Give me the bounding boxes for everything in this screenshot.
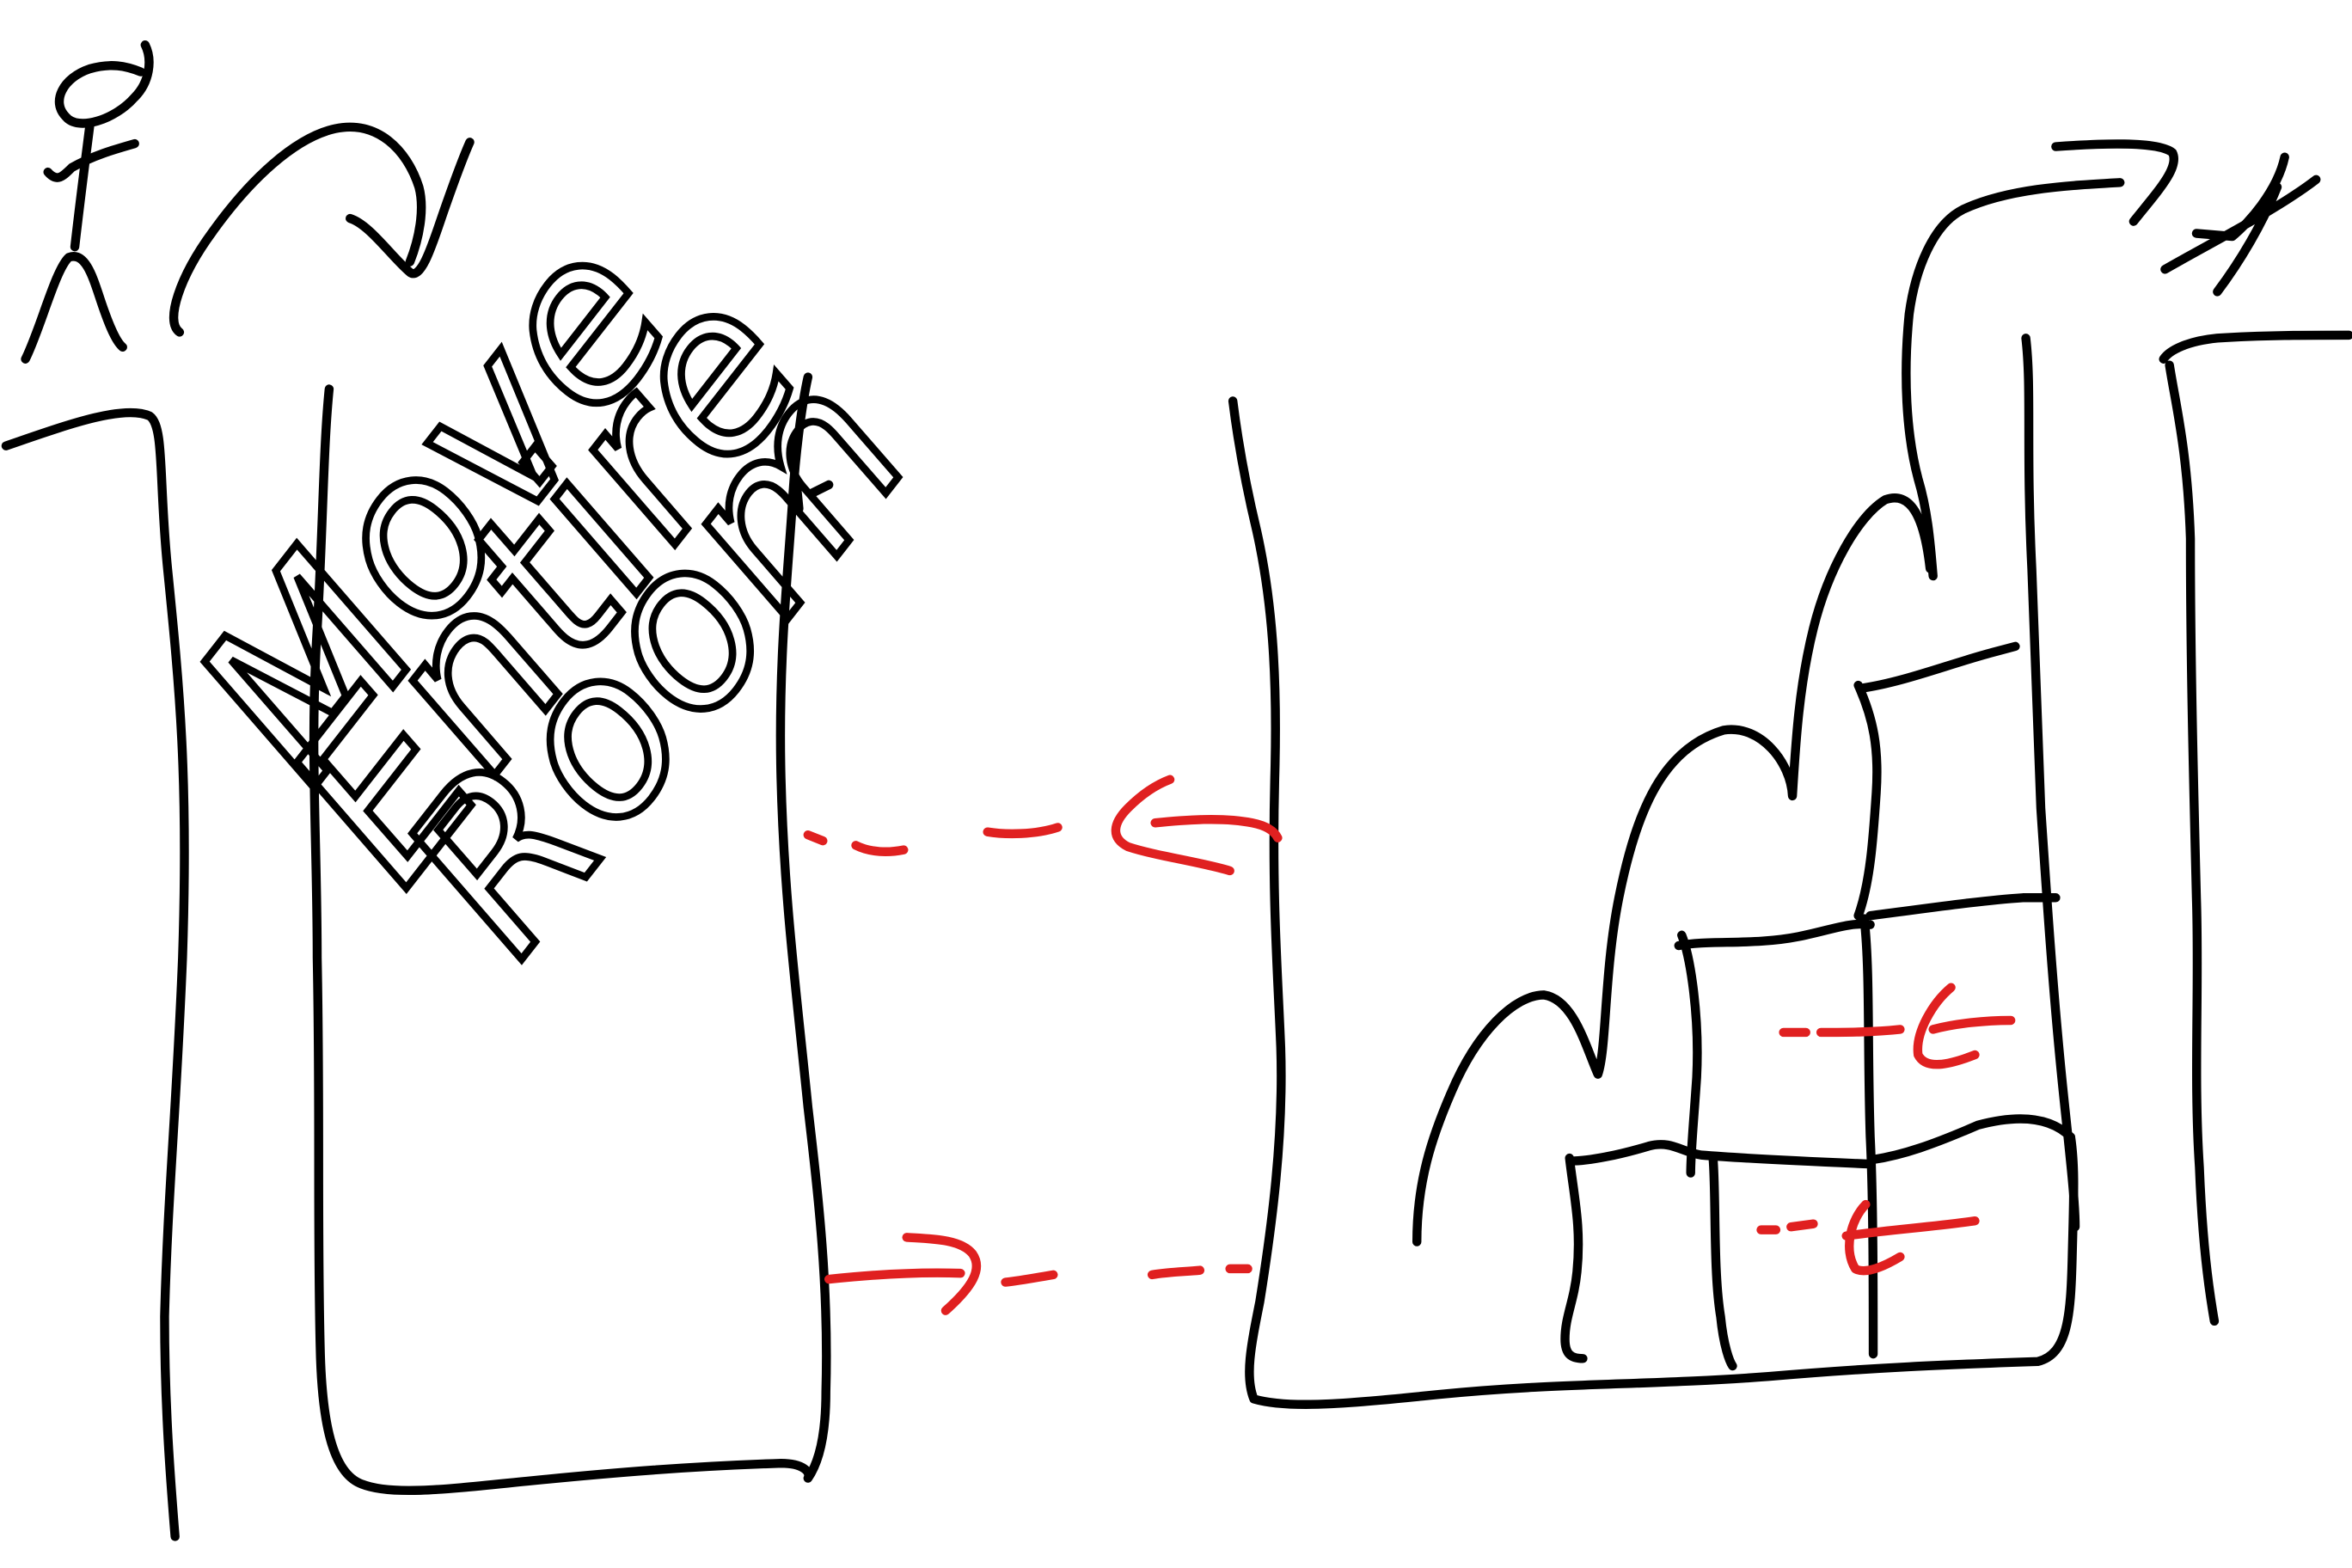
left-figure-head [54, 40, 154, 128]
step-4-top [1856, 641, 2020, 693]
lower-arrowhead [902, 1233, 982, 1315]
stair-lower-shaft [1841, 1216, 1980, 1240]
step-2-top [1674, 919, 1875, 951]
left-figure-arms [43, 138, 139, 182]
right-arrowhead [2051, 139, 2178, 226]
staircase [1560, 641, 2076, 1371]
step-2-left-edge [1677, 930, 1702, 1178]
upper-dashed-line [803, 823, 1063, 856]
staircase-shift-arrows [1756, 983, 2016, 1276]
stair-lower-arrowhead [1845, 1199, 1905, 1276]
step-1-left-edge [1560, 1153, 1588, 1363]
lower-arrow-shaft [824, 1268, 965, 1284]
room-corner-mark [791, 474, 834, 513]
step-3-left-edge [1853, 680, 1882, 921]
step-center-divider [1859, 914, 1878, 1359]
step-2-top-right [1868, 1114, 2076, 1165]
stair-upper-dashes [1779, 1025, 1905, 1038]
right-figure-body [2191, 152, 2289, 242]
right-inner-wall [2021, 334, 2080, 1232]
upper-arrow-shaft [1150, 815, 1283, 842]
right-figure-legs [2213, 182, 2282, 297]
step-3-top [1865, 893, 2061, 921]
right-jump-arc [1902, 178, 2125, 581]
room-shift-arrows [803, 775, 1283, 1315]
left-stick-figure [21, 40, 154, 364]
room-box [309, 372, 831, 1496]
right-stick-figure [2160, 152, 2321, 297]
right-cliff-wall [2165, 360, 2220, 1326]
step-1-divider [1708, 1155, 1737, 1371]
stair-lower-dashes [1756, 1219, 1818, 1234]
left-arrowhead [346, 138, 475, 279]
left-figure-body [70, 120, 95, 252]
lower-dashed-line [1001, 1264, 1253, 1287]
upper-arrowhead [1111, 775, 1234, 876]
jump-arcs [1412, 493, 1935, 1246]
stair-upper-arrowhead [1913, 983, 1980, 1069]
right-cliff-top [2159, 330, 2352, 364]
step-1-top [1566, 1140, 1875, 1169]
left-figure-legs [21, 252, 127, 364]
left-jump-arrow [168, 122, 426, 337]
middle-wall-and-floor [1228, 396, 2079, 1409]
stair-upper-shaft [1928, 1015, 2016, 1034]
left-cliff-wall [1, 407, 189, 1541]
move-entire-room-annotation: Move Entire Room [143, 187, 964, 1001]
